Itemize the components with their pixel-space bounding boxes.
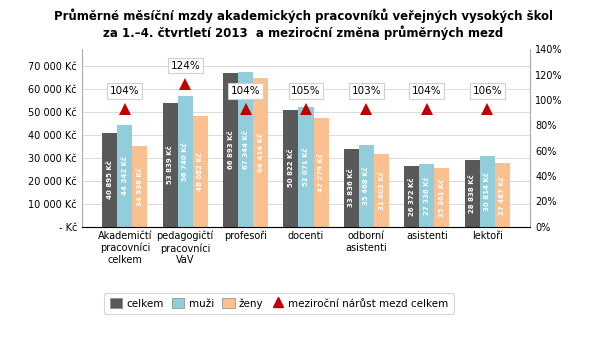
- Text: 64 414 Kč: 64 414 Kč: [258, 133, 264, 172]
- Bar: [344, 149, 359, 227]
- Bar: [359, 145, 374, 227]
- Bar: [435, 168, 450, 227]
- Bar: [419, 164, 435, 227]
- Bar: [132, 146, 147, 227]
- Text: 53 839 Kč: 53 839 Kč: [167, 145, 173, 184]
- Text: 35 468 Kč: 35 468 Kč: [364, 166, 370, 205]
- Text: 26 372 Kč: 26 372 Kč: [408, 177, 415, 216]
- Text: 47 279 Kč: 47 279 Kč: [318, 153, 324, 192]
- Bar: [374, 154, 389, 227]
- Bar: [299, 107, 313, 227]
- Text: 56 740 Kč: 56 740 Kč: [182, 142, 188, 181]
- Bar: [313, 118, 328, 227]
- Text: 48 082 Kč: 48 082 Kč: [198, 152, 204, 191]
- Text: 124%: 124%: [170, 61, 200, 71]
- Text: 103%: 103%: [351, 86, 381, 96]
- Text: 27 336 Kč: 27 336 Kč: [424, 176, 430, 214]
- Text: 52 071 Kč: 52 071 Kč: [303, 148, 309, 186]
- Bar: [253, 78, 268, 227]
- Bar: [193, 116, 208, 227]
- Text: 104%: 104%: [412, 86, 442, 96]
- Bar: [102, 133, 118, 227]
- Legend: celkem, muži, ženy, meziroční nárůst mezd celkem: celkem, muži, ženy, meziroční nárůst mez…: [104, 293, 454, 314]
- Text: za 1.–4. čtvrtletí 2013  a meziroční změna průměrných mezd: za 1.–4. čtvrtletí 2013 a meziroční změn…: [103, 26, 503, 40]
- Text: 28 838 Kč: 28 838 Kč: [469, 174, 475, 213]
- Text: 33 836 Kč: 33 836 Kč: [348, 168, 355, 207]
- Text: 50 822 Kč: 50 822 Kč: [288, 149, 294, 188]
- Text: 40 895 Kč: 40 895 Kč: [107, 160, 113, 199]
- Bar: [238, 72, 253, 227]
- Text: 104%: 104%: [110, 86, 139, 96]
- Text: 67 344 Kč: 67 344 Kč: [242, 130, 248, 169]
- Text: 30 814 Kč: 30 814 Kč: [484, 172, 490, 211]
- Bar: [178, 96, 193, 227]
- Text: 34 936 Kč: 34 936 Kč: [137, 167, 143, 206]
- Text: 25 361 Kč: 25 361 Kč: [439, 178, 445, 217]
- Bar: [284, 110, 299, 227]
- Text: 106%: 106%: [473, 86, 502, 96]
- Bar: [162, 103, 178, 227]
- Bar: [118, 125, 132, 227]
- Text: 27 487 Kč: 27 487 Kč: [499, 176, 505, 214]
- Bar: [480, 156, 494, 227]
- Text: 105%: 105%: [291, 86, 321, 96]
- Text: 31 603 Kč: 31 603 Kč: [379, 171, 385, 210]
- Text: 104%: 104%: [231, 86, 261, 96]
- Text: 66 893 Kč: 66 893 Kč: [227, 130, 233, 169]
- Text: 44 342 Kč: 44 342 Kč: [122, 156, 128, 195]
- Bar: [465, 160, 480, 227]
- Bar: [494, 163, 510, 227]
- Text: Průměrné měsíční mzdy akademických pracovníků veřejných vysokých škol: Průměrné měsíční mzdy akademických praco…: [53, 9, 553, 23]
- Bar: [404, 166, 419, 227]
- Bar: [223, 73, 238, 227]
